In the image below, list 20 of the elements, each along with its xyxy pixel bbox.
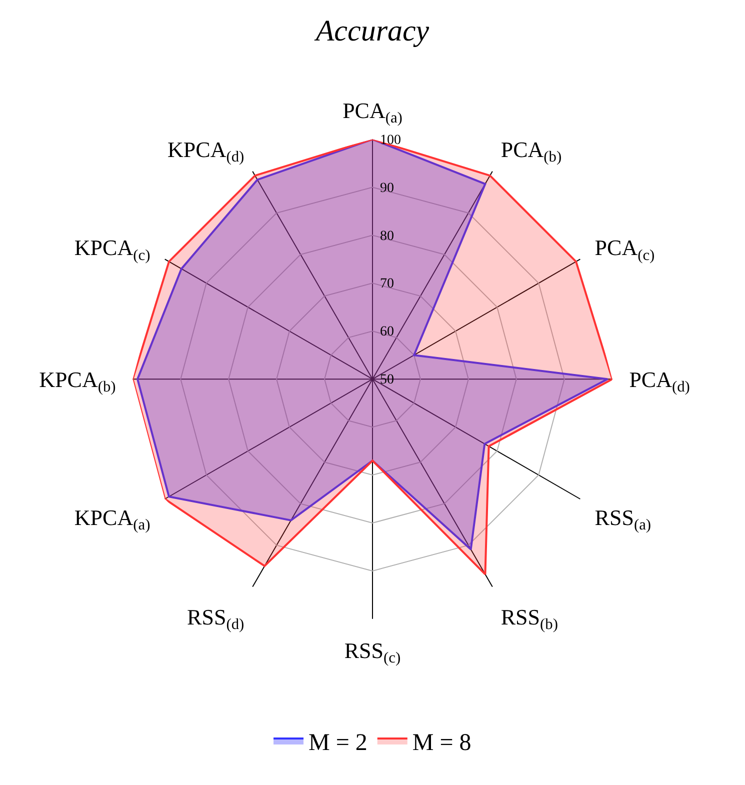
y-tick-label: 70 <box>373 276 394 292</box>
spoke-label: RSS$_{(b)}$ <box>500 604 558 633</box>
spoke-label: PCA$_{(b)}$ <box>500 136 562 166</box>
spoke-label: RSS$_{(d)}$ <box>187 604 244 633</box>
spoke-label: RSS$_{(c)}$ <box>344 638 401 666</box>
spoke-label: PCA$_{(d)}$ <box>629 366 690 396</box>
spoke-label: PCA$_{(a)}$ <box>342 98 402 127</box>
legend-label: M = 8 <box>412 730 472 756</box>
spoke-label: RSS$_{(a)}$ <box>594 505 652 534</box>
spoke-label: KPCA$_{(d)}$ <box>168 136 244 166</box>
spoke-label: KPCA$_{(b)}$ <box>39 366 116 396</box>
y-tick-label: 100 <box>373 132 401 148</box>
spoke-label: PCA$_{(c)}$ <box>594 235 655 264</box>
y-tick-label: 80 <box>373 228 394 244</box>
legend-label: M = 2 <box>308 730 368 756</box>
y-tick-label: 60 <box>373 324 394 340</box>
chart-title: Accuracy <box>314 14 430 48</box>
spoke-label: KPCA$_{(a)}$ <box>74 505 150 534</box>
y-tick-label: 90 <box>373 180 394 196</box>
spoke-label: KPCA$_{(c)}$ <box>74 235 150 264</box>
